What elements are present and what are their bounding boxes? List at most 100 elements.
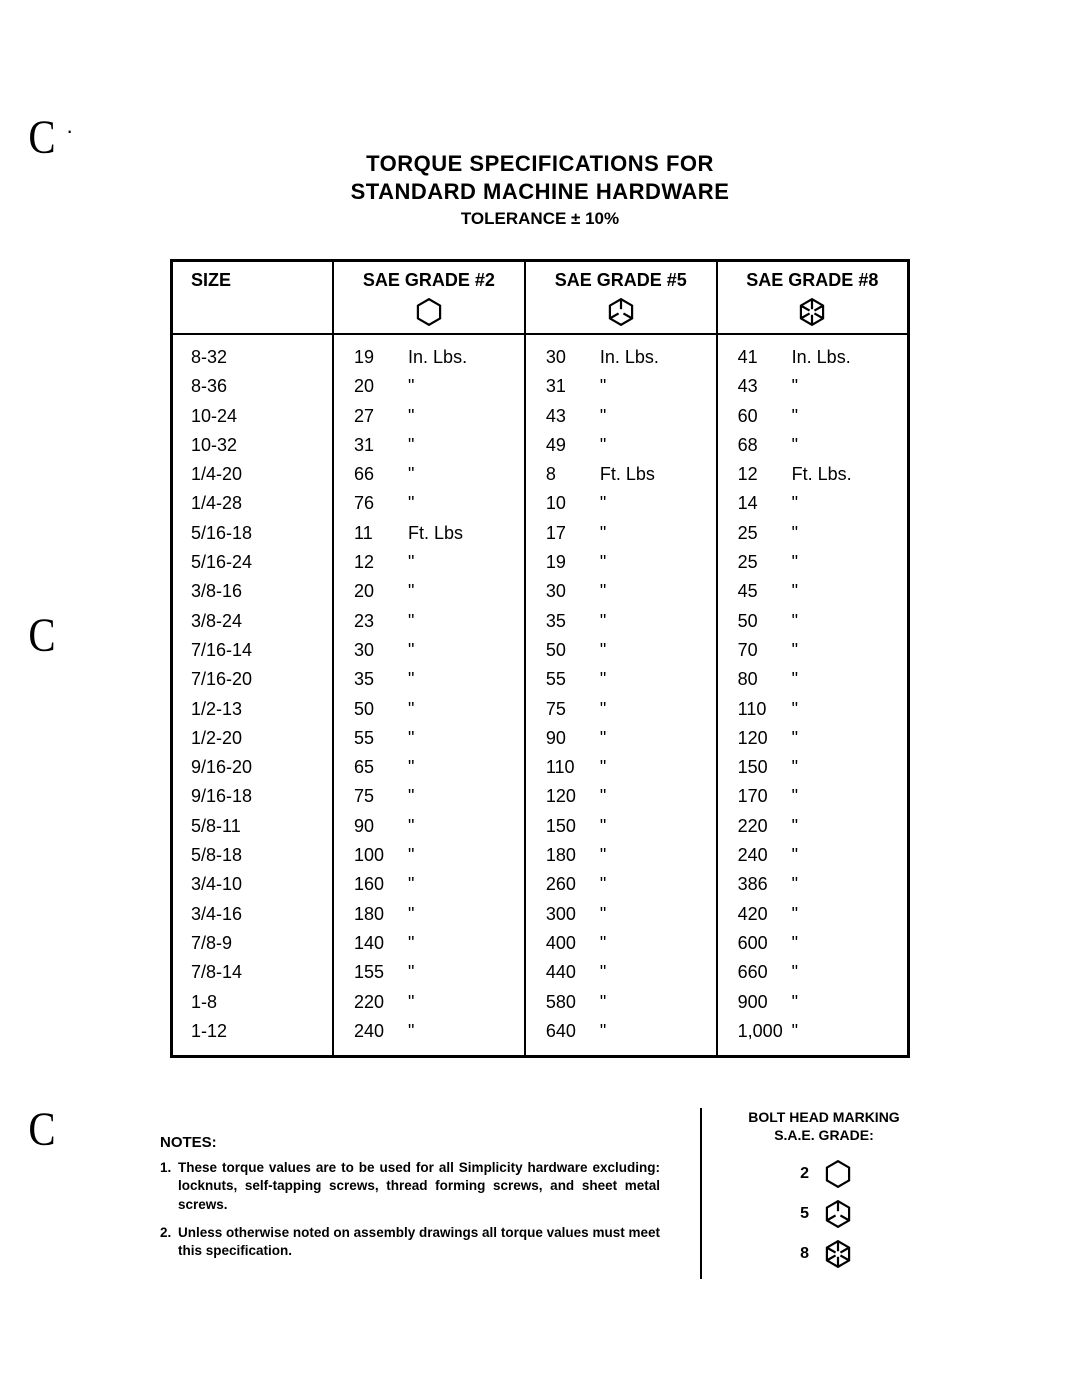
table-row: 8-32 19In. Lbs. 30In. Lbs. 41In. Lbs. [172, 334, 909, 372]
grade5-cell: 49" [525, 430, 717, 459]
size-cell: 5/8-18 [172, 841, 334, 870]
grade5-cell: 8Ft. Lbs [525, 460, 717, 489]
legend-column: BOLT HEAD MARKING S.A.E. GRADE: 258 [700, 1108, 920, 1278]
table-row: 1/2-20 55" 90" 120" [172, 723, 909, 752]
table-row: 1-8 220" 580" 900" [172, 987, 909, 1016]
grade2-cell: 140" [333, 928, 525, 957]
col-header-grade8: SAE GRADE #8 [717, 261, 909, 335]
notes-column: NOTES: 1.These torque values are to be u… [160, 1108, 660, 1278]
grade8-cell: 110" [717, 694, 909, 723]
legend-grade-number: 2 [795, 1165, 809, 1183]
legend-row: 2 [728, 1159, 920, 1189]
size-cell: 5/16-24 [172, 548, 334, 577]
grade8-cell: 68" [717, 430, 909, 459]
legend-row: 8 [728, 1239, 920, 1269]
table-row: 5/8-18 100" 180" 240" [172, 841, 909, 870]
note-text: These torque values are to be used for a… [178, 1159, 660, 1214]
size-cell: 3/8-16 [172, 577, 334, 606]
grade2-cell: 12" [333, 548, 525, 577]
table-row: 3/4-16 180" 300" 420" [172, 899, 909, 928]
grade2-cell: 20" [333, 577, 525, 606]
grade8-cell: 25" [717, 518, 909, 547]
table-row: 5/16-18 11Ft. Lbs 17" 25" [172, 518, 909, 547]
col-header-size-label: SIZE [191, 270, 326, 291]
title-line-2: STANDARD MACHINE HARDWARE [160, 178, 920, 206]
col-header-grade2-label: SAE GRADE #2 [340, 270, 518, 291]
grade8-cell: 220" [717, 811, 909, 840]
grade8-cell: 70" [717, 635, 909, 664]
grade8-cell: 386" [717, 870, 909, 899]
legend-heading-l1: BOLT HEAD MARKING [728, 1108, 920, 1126]
table-row: 7/8-14 155" 440" 660" [172, 958, 909, 987]
grade8-cell: 1,000" [717, 1016, 909, 1056]
col-header-size: SIZE [172, 261, 334, 335]
bottom-section: NOTES: 1.These torque values are to be u… [160, 1108, 920, 1278]
torque-spec-table: SIZE SAE GRADE #2 SAE GRADE #5 SAE GRADE… [170, 259, 910, 1058]
size-cell: 1-12 [172, 1016, 334, 1056]
size-cell: 1/2-13 [172, 694, 334, 723]
grade2-cell: 66" [333, 460, 525, 489]
legend-row: 5 [728, 1199, 920, 1229]
grade2-cell: 100" [333, 841, 525, 870]
size-cell: 5/16-18 [172, 518, 334, 547]
grade5-cell: 55" [525, 665, 717, 694]
grade5-cell: 440" [525, 958, 717, 987]
grade2-cell: 11Ft. Lbs [333, 518, 525, 547]
grade2-cell: 27" [333, 401, 525, 430]
grade2-cell: 35" [333, 665, 525, 694]
grade8-cell: 170" [717, 782, 909, 811]
grade8-cell: 120" [717, 723, 909, 752]
grade8-cell: 50" [717, 606, 909, 635]
grade8-cell: 80" [717, 665, 909, 694]
size-cell: 7/8-14 [172, 958, 334, 987]
grade2-hex-icon [340, 297, 518, 327]
grade5-cell: 110" [525, 753, 717, 782]
table-row: 9/16-18 75" 120" 170" [172, 782, 909, 811]
table-row: 5/16-24 12" 19" 25" [172, 548, 909, 577]
col-header-grade5: SAE GRADE #5 [525, 261, 717, 335]
grade2-cell: 160" [333, 870, 525, 899]
table-body: 8-32 19In. Lbs. 30In. Lbs. 41In. Lbs. 8-… [172, 334, 909, 1057]
size-cell: 3/4-16 [172, 899, 334, 928]
grade8-cell: 41In. Lbs. [717, 334, 909, 372]
legend-list: 2 5 8 [728, 1159, 920, 1269]
grade5-cell: 50" [525, 635, 717, 664]
table-row: 1-12 240" 640" 1,000" [172, 1016, 909, 1056]
grade2-cell: 75" [333, 782, 525, 811]
table-row: 7/8-9 140" 400" 600" [172, 928, 909, 957]
grade5-cell: 120" [525, 782, 717, 811]
grade5-cell: 31" [525, 372, 717, 401]
grade8-cell: 60" [717, 401, 909, 430]
table-row: 1/4-28 76" 10" 14" [172, 489, 909, 518]
size-cell: 9/16-18 [172, 782, 334, 811]
grade5-cell: 90" [525, 723, 717, 752]
table-row: 10-32 31" 49" 68" [172, 430, 909, 459]
size-cell: 9/16-20 [172, 753, 334, 782]
table-row: 9/16-20 65" 110" 150" [172, 753, 909, 782]
col-header-grade5-label: SAE GRADE #5 [532, 270, 710, 291]
grade5-cell: 580" [525, 987, 717, 1016]
size-cell: 7/8-9 [172, 928, 334, 957]
size-cell: 1/4-20 [172, 460, 334, 489]
note-item: 2.Unless otherwise noted on assembly dra… [160, 1224, 660, 1260]
grade5-hex-icon [532, 297, 710, 327]
note-number: 1. [160, 1159, 178, 1214]
grade8-cell: 25" [717, 548, 909, 577]
grade5-cell: 75" [525, 694, 717, 723]
grade2-cell: 220" [333, 987, 525, 1016]
table-row: 5/8-11 90" 150" 220" [172, 811, 909, 840]
grade5-cell: 17" [525, 518, 717, 547]
size-cell: 1/4-28 [172, 489, 334, 518]
table-row: 10-24 27" 43" 60" [172, 401, 909, 430]
size-cell: 5/8-11 [172, 811, 334, 840]
note-number: 2. [160, 1224, 178, 1260]
col-header-grade2: SAE GRADE #2 [333, 261, 525, 335]
size-cell: 10-32 [172, 430, 334, 459]
table-row: 3/8-16 20" 30" 45" [172, 577, 909, 606]
grade2-cell: 240" [333, 1016, 525, 1056]
grade8-cell: 600" [717, 928, 909, 957]
size-cell: 8-32 [172, 334, 334, 372]
grade5-cell: 43" [525, 401, 717, 430]
size-cell: 10-24 [172, 401, 334, 430]
grade2-cell: 55" [333, 723, 525, 752]
